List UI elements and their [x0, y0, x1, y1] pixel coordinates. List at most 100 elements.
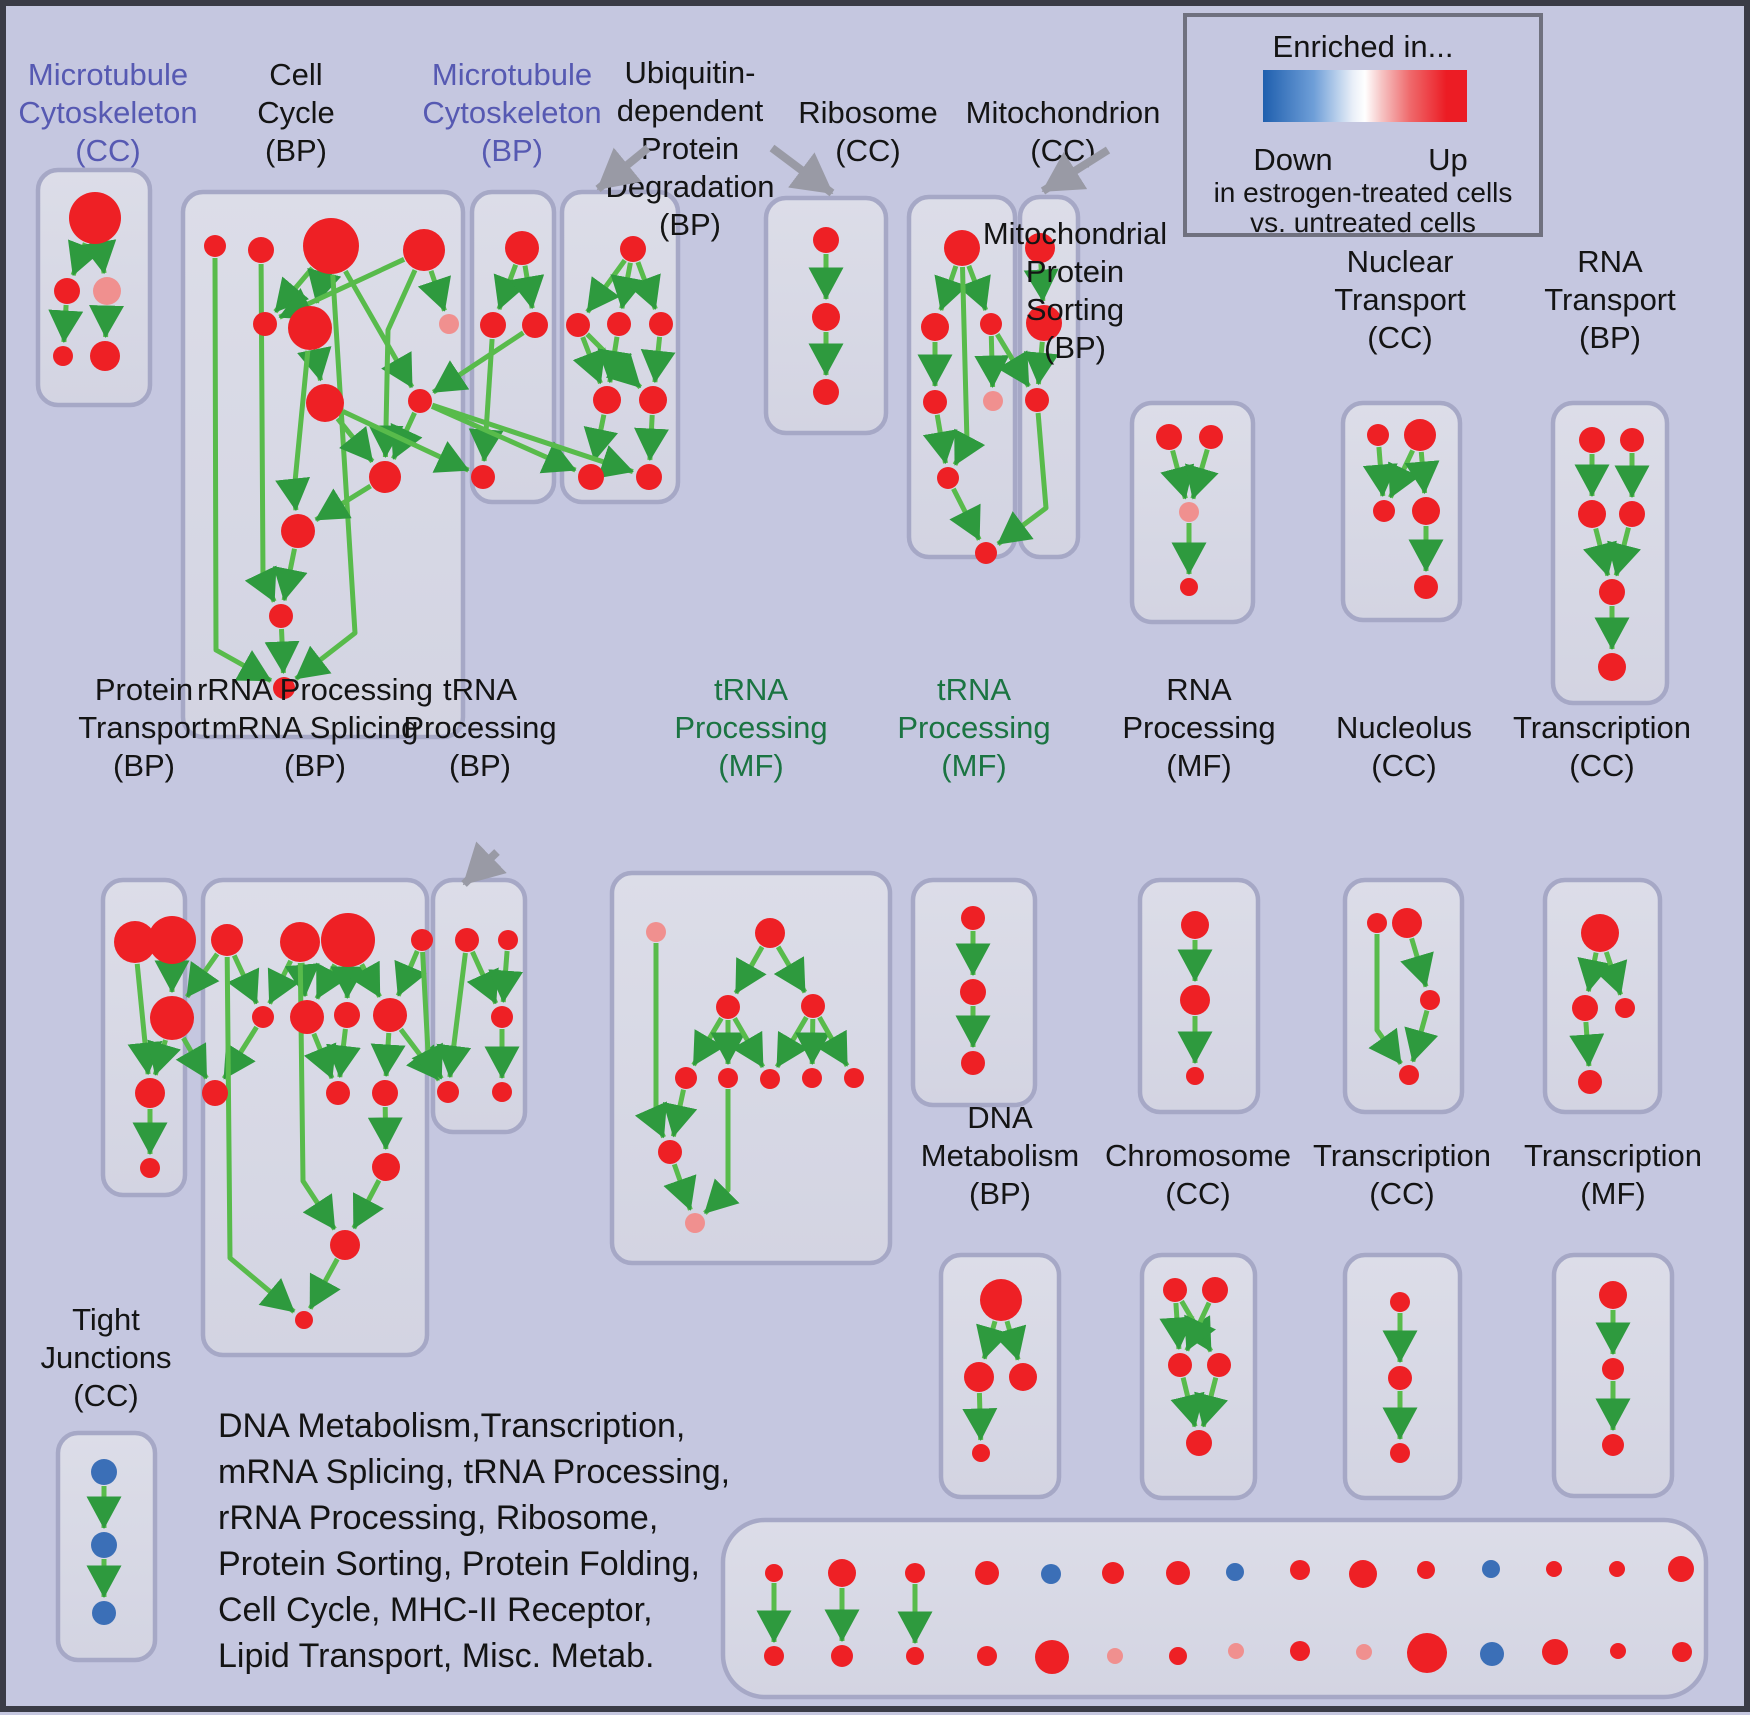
go-term-node-d3: [1009, 1363, 1037, 1391]
go-term-node-cc13: [273, 677, 295, 699]
go-term-node-h3: [961, 1051, 985, 1075]
go-term-node-rr2: [280, 922, 320, 962]
go-term-node-tb2: [498, 930, 518, 950]
go-term-node-rr9: [326, 1081, 350, 1105]
edge-ch1-ch3: [1159, 1302, 1195, 1350]
go-term-node-b5b: [1035, 1640, 1069, 1674]
edge-d2-d4: [962, 1392, 998, 1441]
go-term-node-nt1: [1367, 424, 1389, 446]
go-term-node-w1: [1390, 1292, 1410, 1312]
go-term-node-v4: [1619, 501, 1645, 527]
go-term-node-b7b: [1169, 1647, 1187, 1665]
go-term-node-l1: [1367, 913, 1387, 933]
go-term-node-b14b: [1610, 1643, 1626, 1659]
cluster-label-transcription-cc-row3: Transcription (CC): [1313, 1138, 1491, 1211]
edge-tc2-tc4: [1569, 1021, 1605, 1067]
go-term-node-b2t: [828, 1559, 856, 1587]
edge-g2-g3: [733, 945, 767, 995]
go-term-node-q1: [813, 227, 839, 253]
cluster-label-mitochondrial-protein-sorting-bp: Mitochondrial Protein Sorting (BP): [983, 216, 1167, 365]
go-term-node-tc1: [1581, 914, 1619, 952]
cluster-label-transcription-mf: Transcription (MF): [1524, 1138, 1702, 1211]
edge-cc3-cc9: [343, 269, 415, 389]
go-term-node-rr5: [252, 1006, 274, 1028]
edge-rr11-rr12: [351, 1179, 384, 1230]
cluster-label-mitochondrion-cc: Mitochondrion (CC): [966, 95, 1161, 168]
go-term-node-x1: [1599, 1281, 1627, 1309]
go-term-node-p3: [150, 996, 194, 1040]
go-term-node-cc1: [204, 235, 226, 257]
go-term-node-a2: [54, 278, 80, 304]
go-term-node-cc11: [281, 514, 315, 548]
cross-edge-p3-rrL: [175, 1036, 209, 1080]
go-term-node-u2: [566, 313, 590, 337]
edge-cc9-cc10: [390, 411, 423, 460]
go-term-node-k1: [1181, 911, 1209, 939]
edge-u3-u5: [597, 336, 633, 384]
go-term-node-q2: [812, 303, 840, 331]
edge-t2-t3: [1023, 341, 1059, 386]
labels-layer: Microtubule Cytoskeleton (CC) Cell Cycle (BP)…: [18, 55, 1702, 1413]
go-term-node-r3: [980, 313, 1002, 335]
edge-u1-u2: [585, 258, 627, 314]
misc-cluster-text-line: rRNA Processing, Ribosome,: [218, 1499, 658, 1537]
go-term-node-v1: [1579, 427, 1605, 453]
go-term-node-b8t: [1226, 1563, 1244, 1581]
go-term-node-l3: [1420, 990, 1440, 1010]
edge-g4-g9: [816, 1016, 850, 1068]
go-term-node-b13t: [1546, 1561, 1562, 1577]
go-term-node-u3: [607, 312, 631, 336]
edge-m1-m3: [509, 265, 545, 310]
edge-cc4-cc5: [417, 269, 451, 312]
edge-ch2-ch3: [1184, 1301, 1216, 1352]
edge-a2-a4: [48, 304, 84, 343]
go-term-node-u8: [636, 464, 662, 490]
misc-text-block: DNA Metabolism,Transcription, mRNA Splici…: [218, 1407, 730, 1675]
go-term-node-b10t: [1349, 1560, 1377, 1588]
go-term-node-g4: [801, 994, 825, 1018]
go-term-node-j1: [91, 1459, 117, 1485]
go-term-node-r5: [983, 391, 1003, 411]
go-term-node-rr7: [334, 1002, 360, 1028]
edge-rr12-rr13: [308, 1257, 341, 1310]
go-term-node-s4: [1180, 578, 1198, 596]
go-term-node-a3: [93, 277, 121, 305]
edge-p3-p4: [147, 1039, 181, 1076]
edge-tc1-tc2: [1577, 952, 1612, 993]
cross-edge-rr1-p3: [184, 952, 220, 999]
go-term-node-b6t: [1102, 1562, 1124, 1584]
go-term-node-s2: [1199, 425, 1223, 449]
edge-ch4-ch5: [1194, 1376, 1229, 1428]
go-term-node-cc6: [253, 312, 277, 336]
cluster-label-trna-processing-mf-small: tRNA Processing (MF): [897, 672, 1050, 783]
go-term-node-cc4: [403, 229, 445, 271]
go-term-node-v5: [1599, 579, 1625, 605]
edge-l2-l3: [1400, 937, 1434, 988]
misc-cluster-text-line: DNA Metabolism,Transcription,: [218, 1407, 685, 1445]
cross-edge-cc8-m4: [342, 409, 470, 473]
go-term-node-cc3: [303, 218, 359, 274]
go-term-node-t3: [1025, 388, 1049, 412]
cross-edge-rr4-tb4: [411, 951, 444, 1080]
go-term-node-rr4: [411, 929, 433, 951]
go-term-node-x2: [1602, 1358, 1624, 1380]
edge-cc4-cc10: [368, 269, 418, 458]
go-term-node-w3: [1390, 1443, 1410, 1463]
edge-s2-s3: [1184, 448, 1219, 500]
go-term-node-a5: [90, 341, 120, 371]
go-term-node-b3b: [906, 1647, 924, 1665]
go-term-node-b15b: [1672, 1642, 1692, 1662]
go-term-node-m3: [522, 312, 548, 338]
go-term-node-q3: [813, 379, 839, 405]
go-term-node-b5t: [1041, 1564, 1061, 1584]
misc-cluster-text-line: Protein Sorting, Protein Folding,: [218, 1545, 700, 1583]
go-term-node-ch2: [1202, 1277, 1228, 1303]
go-term-node-tc2: [1572, 995, 1598, 1021]
edge-ch3-ch5: [1170, 1377, 1205, 1428]
go-term-node-v3: [1578, 500, 1606, 528]
edge-rr1-rr5: [227, 954, 260, 1005]
edge-r3-r5: [974, 335, 1010, 388]
go-term-node-tb1: [455, 928, 479, 952]
go-term-node-b6b: [1107, 1648, 1123, 1664]
